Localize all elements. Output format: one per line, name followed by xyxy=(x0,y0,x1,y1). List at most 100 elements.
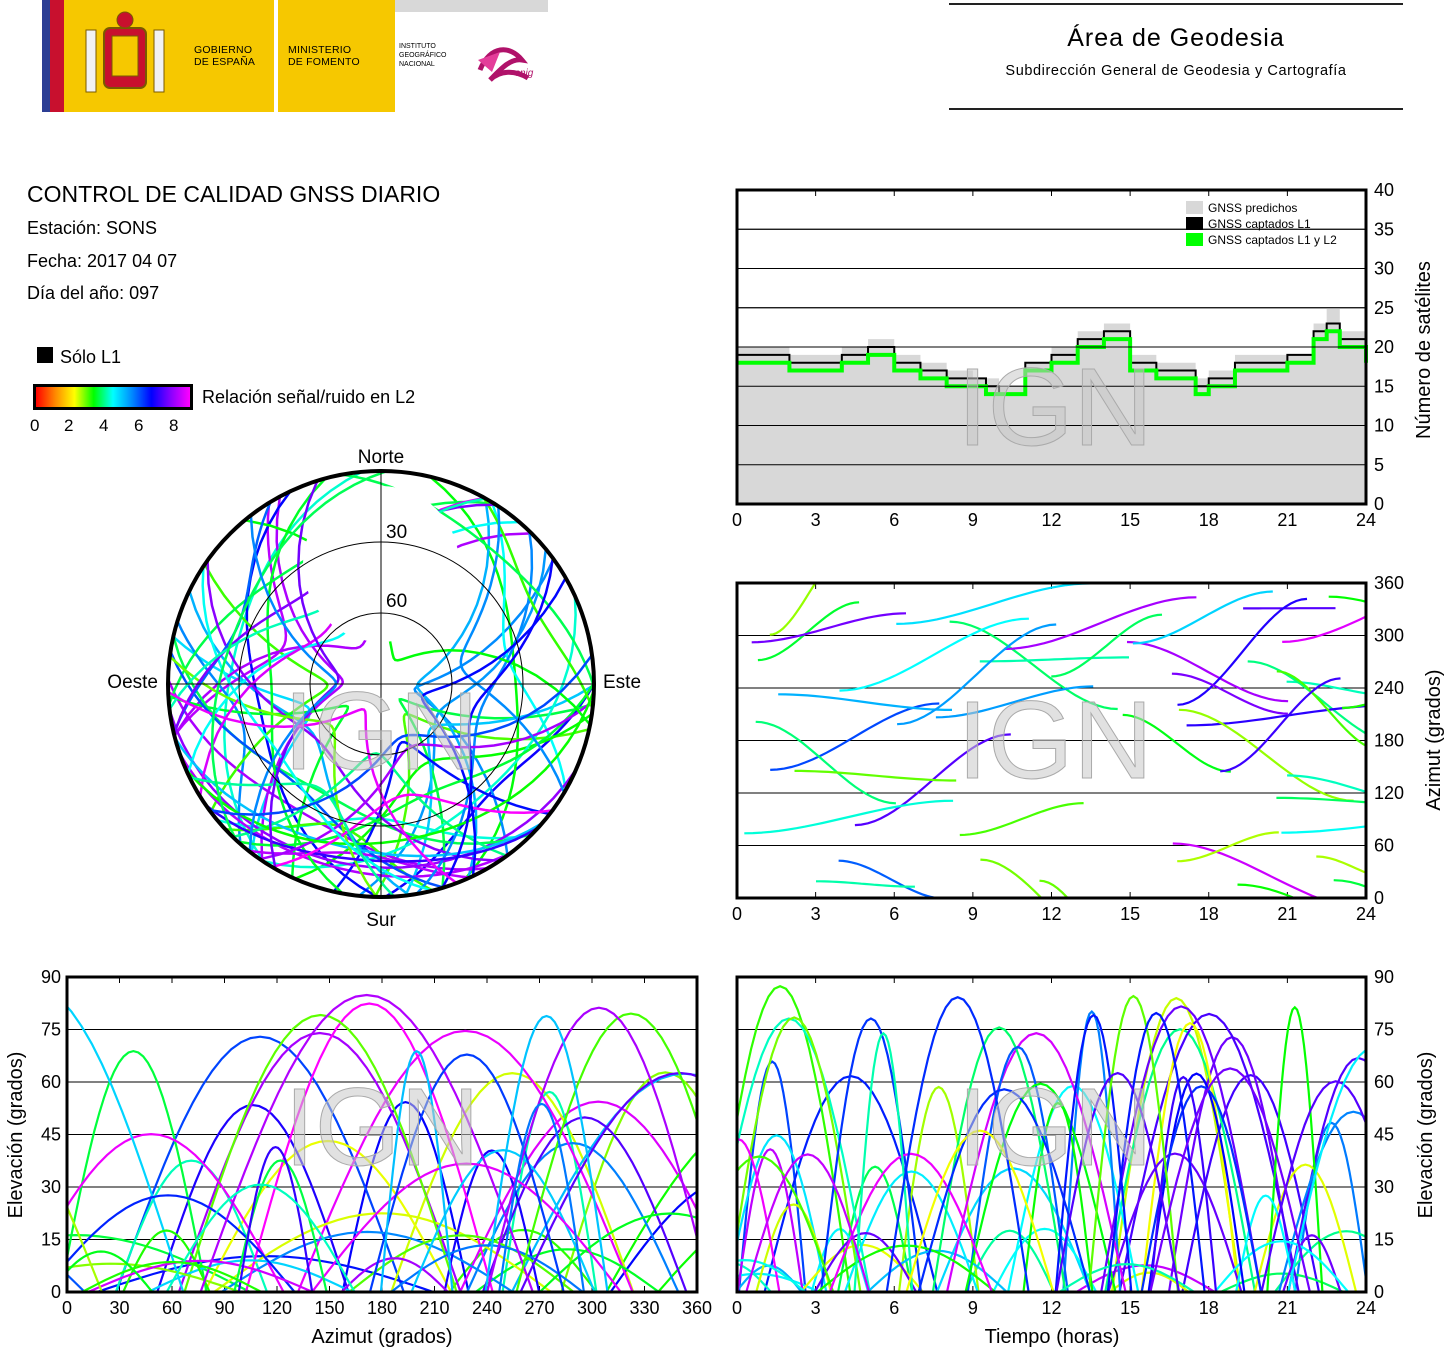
y-tick-label: 35 xyxy=(1374,219,1394,239)
x-tick-label: 270 xyxy=(524,1298,554,1318)
x-tick-label: 24 xyxy=(1356,904,1376,924)
satellite-track xyxy=(260,496,345,861)
azimuth-track xyxy=(896,583,1091,625)
y-tick-label: 90 xyxy=(41,967,61,987)
colorbar-tick: 2 xyxy=(64,416,74,435)
azimuth-track xyxy=(1051,613,1163,678)
colorbar-tick: 6 xyxy=(134,416,144,435)
legend-label: GNSS captados L1 xyxy=(1208,217,1311,231)
x-tick-label: 240 xyxy=(472,1298,502,1318)
elevation-time-track xyxy=(737,1258,807,1292)
azimuth-track xyxy=(935,685,1094,719)
y-tick-label: 45 xyxy=(1374,1125,1394,1145)
satellite-track xyxy=(415,498,491,879)
elevation-time-track xyxy=(1220,1272,1344,1292)
x-tick-label: 360 xyxy=(682,1298,712,1318)
azimuth-track xyxy=(751,612,907,644)
elevation-azimuth-track xyxy=(474,1248,660,1292)
plot-border xyxy=(735,581,1368,900)
satellite-track xyxy=(210,471,388,841)
north-label: Norte xyxy=(358,447,404,468)
satellite-track xyxy=(294,713,593,880)
elevation-azimuth-tracks xyxy=(67,993,697,1292)
l1-only-label: Sólo L1 xyxy=(60,347,122,367)
x-tick-label: 18 xyxy=(1199,904,1219,924)
elevation-time-track xyxy=(1087,994,1180,1292)
azimuth-track xyxy=(1178,708,1354,802)
elevation-time-track xyxy=(737,1134,828,1292)
gobierno-text: GOBIERNO DE ESPAÑA xyxy=(194,44,256,68)
elevation-time-track xyxy=(1054,1013,1133,1292)
elevation-azimuth-track xyxy=(348,1234,575,1292)
x-tick-label: 21 xyxy=(1277,904,1297,924)
elevation-time-track xyxy=(1106,1011,1206,1292)
azimuth-track xyxy=(1333,879,1366,888)
x-tick-label: 15 xyxy=(1120,1298,1140,1318)
azimuth-track xyxy=(1281,825,1366,834)
y-tick-label: 180 xyxy=(1374,731,1404,751)
elevation-azimuth-track xyxy=(340,1257,449,1292)
elevation-time-track xyxy=(905,1129,1055,1292)
elevation-time-track xyxy=(1287,1048,1366,1292)
gobierno-logo: GOBIERNO DE ESPAÑA xyxy=(64,0,274,112)
y-axis-label: Elevación (grados) xyxy=(5,1052,27,1219)
satellite-track xyxy=(173,737,543,858)
legend-label: GNSS predichos xyxy=(1208,201,1297,215)
y-tick-label: 75 xyxy=(41,1020,61,1040)
elevation-time-track xyxy=(745,1153,871,1292)
elevation-time-track xyxy=(1104,1028,1257,1292)
elevation-azimuth-track xyxy=(341,1100,470,1292)
elevation-time-track xyxy=(737,1148,804,1292)
elevation-time-track xyxy=(945,1032,1127,1292)
colorbar-tick: 4 xyxy=(99,416,109,435)
azimuth-track xyxy=(980,858,1043,898)
y-tick-label: 10 xyxy=(1374,416,1394,436)
elevation-time-track xyxy=(964,1082,1117,1292)
snr-colorbar-label: Relación señal/ruido en L2 xyxy=(202,387,416,407)
elevation-azimuth-track xyxy=(443,1149,541,1292)
x-tick-label: 15 xyxy=(1120,510,1140,530)
satellite-track xyxy=(482,496,594,710)
elevation-time-track xyxy=(1055,1071,1181,1292)
y-tick-label: 15 xyxy=(1374,1230,1394,1250)
ign-watermark: IGN xyxy=(284,1066,480,1189)
elevation-azimuth-track xyxy=(498,1102,585,1292)
elevation-time-track xyxy=(1235,1194,1297,1292)
azimuth-track xyxy=(1316,855,1366,874)
azimuth-track xyxy=(1122,713,1231,773)
azimuth-track xyxy=(1177,597,1308,706)
instituto-text: INSTITUTO GEOGRÁFICO NACIONAL xyxy=(399,43,447,68)
east-label: Este xyxy=(603,672,641,693)
y-axis-label: Azimut (grados) xyxy=(1423,669,1445,810)
elevation-azimuth-track xyxy=(481,1116,688,1292)
y-tick-label: 120 xyxy=(1374,783,1404,803)
azimuth-track xyxy=(1177,831,1279,863)
y-axis-label: Elevación (grados) xyxy=(1415,1052,1437,1219)
elevation-azimuth-track xyxy=(390,1071,635,1292)
elevation-azimuth-track xyxy=(605,1150,697,1292)
x-axis-label: Tiempo (horas) xyxy=(985,1326,1120,1348)
satellite-track xyxy=(206,560,500,863)
elevation-time-track xyxy=(931,1026,1067,1292)
area-title: Área de Geodesia xyxy=(1067,24,1285,52)
elevation-azimuth-track xyxy=(538,1212,697,1292)
x-tick-label: 21 xyxy=(1277,510,1297,530)
legend-swatch xyxy=(1186,233,1203,246)
y-tick-label: 25 xyxy=(1374,298,1394,318)
y-tick-label: 300 xyxy=(1374,626,1404,646)
x-tick-label: 9 xyxy=(968,904,978,924)
x-tick-label: 12 xyxy=(1041,510,1061,530)
elevation-time-track xyxy=(1273,1230,1366,1292)
elevation-azimuth-track xyxy=(114,1159,269,1292)
elevation-time-track xyxy=(1147,1072,1246,1292)
ign-watermark: IGN xyxy=(957,346,1153,469)
elevation-time-track xyxy=(1107,1152,1243,1292)
azimuth-track xyxy=(757,601,860,662)
elevation-azimuth-track xyxy=(81,1260,262,1292)
elevation-time-track xyxy=(1213,1240,1350,1292)
cnig-text: cnig xyxy=(515,68,534,79)
colorbar-tick: 0 xyxy=(30,416,40,435)
elevation-time-track xyxy=(1149,1075,1218,1292)
